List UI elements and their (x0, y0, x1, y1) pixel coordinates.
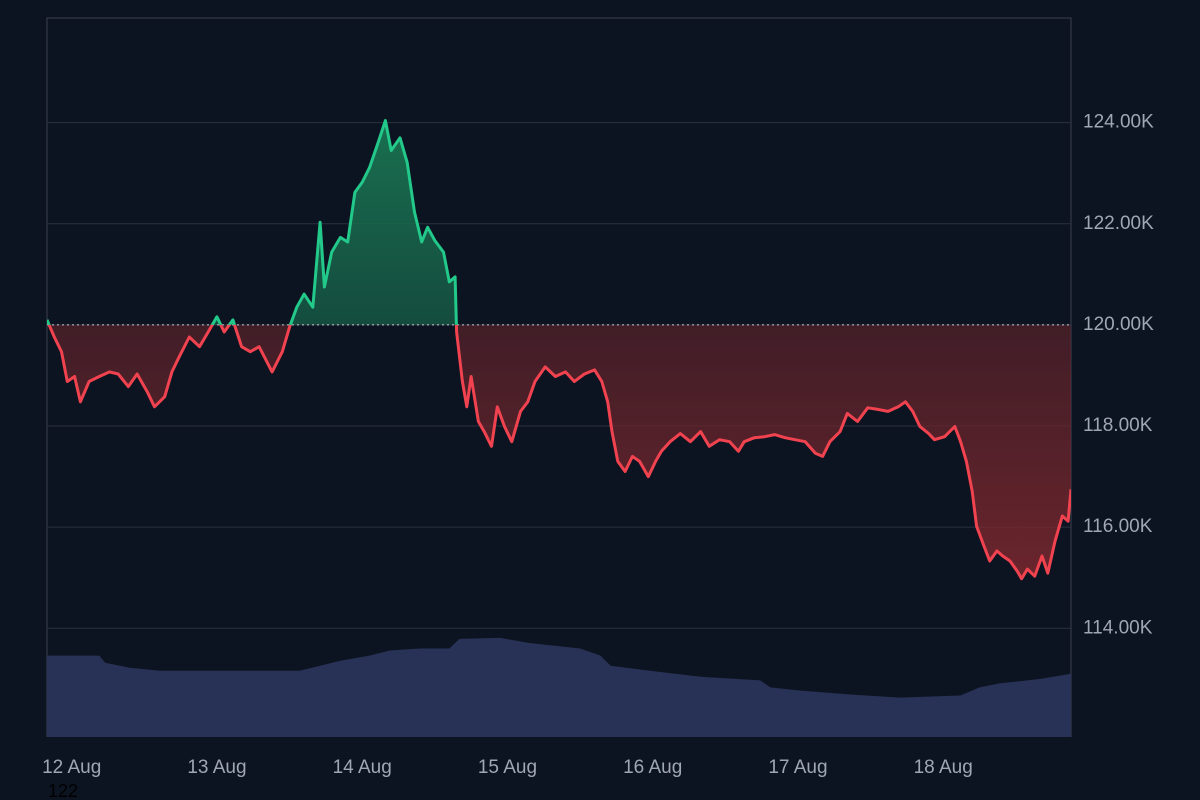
x-tick-label: 16 Aug (623, 757, 682, 778)
x-tick-label: 14 Aug (333, 757, 392, 778)
x-tick-label: 13 Aug (187, 757, 246, 778)
x-tick-label: 12 Aug (42, 757, 101, 778)
x-tick-label: 18 Aug (914, 757, 973, 778)
y-tick-label: 118.00K (1083, 415, 1153, 436)
y-tick-label: 122.00K (1083, 213, 1154, 234)
x-tick-label: 17 Aug (768, 757, 827, 778)
footer-text: 122 (48, 781, 78, 800)
y-tick-label: 124.00K (1083, 112, 1154, 133)
price-line-down (47, 324, 1071, 581)
area-above (47, 120, 457, 325)
y-tick-label: 114.00K (1083, 617, 1153, 638)
y-tick-label: 120.00K (1083, 314, 1154, 335)
area-below (47, 324, 1071, 579)
x-tick-label: 15 Aug (478, 757, 537, 778)
volume-area (47, 637, 1071, 737)
y-tick-label: 116.00K (1083, 516, 1153, 537)
price-line-up (47, 119, 458, 325)
